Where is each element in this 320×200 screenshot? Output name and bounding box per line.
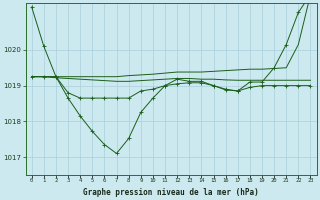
X-axis label: Graphe pression niveau de la mer (hPa): Graphe pression niveau de la mer (hPa) xyxy=(83,188,259,197)
